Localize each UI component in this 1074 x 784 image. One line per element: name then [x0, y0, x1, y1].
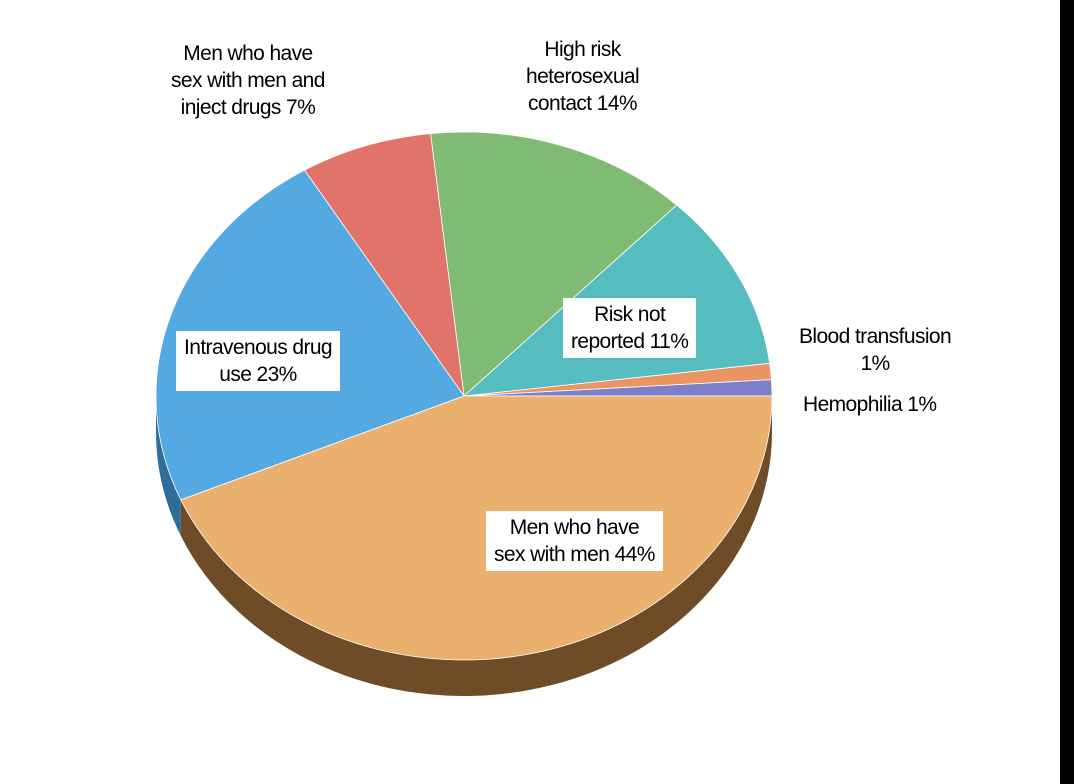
- slice-side-intravenous-drug-use: [156, 396, 181, 536]
- pie-slices: [155, 131, 773, 661]
- label-intravenous-drug-use: Intravenous drug use 23%: [176, 331, 341, 391]
- label-hemophilia: Hemophilia 1%: [803, 393, 937, 416]
- slice-high-risk-heterosexual: [430, 131, 678, 397]
- pie-depth: [156, 396, 773, 697]
- label-risk-not-reported: Risk not reported 11%: [563, 298, 697, 358]
- slice-msm: [180, 395, 773, 661]
- label-high-risk-heterosexual: High risk heterosexual contact 14%: [526, 38, 640, 115]
- slice-msm-inject-drugs: [303, 133, 465, 397]
- label-msm-inject-drugs: Men who have sex with men and inject dru…: [171, 42, 325, 119]
- label-blood-transfusion: Blood transfusion 1%: [799, 325, 952, 375]
- label-msm: Men who have sex with men 44%: [486, 511, 663, 571]
